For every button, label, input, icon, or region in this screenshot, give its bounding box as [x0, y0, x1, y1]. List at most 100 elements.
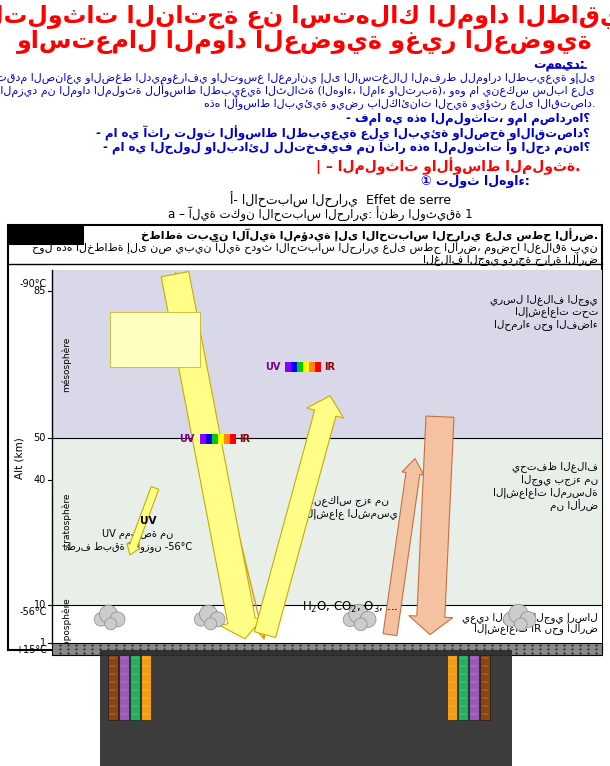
Text: +15°C: +15°C	[15, 645, 47, 655]
Text: خطاطة تبين الآلية المؤدية إلى الاحتباس الحراري على سطح الأرض.: خطاطة تبين الآلية المؤدية إلى الاحتباس ا…	[141, 228, 598, 242]
Text: من الأرض: من الأرض	[550, 499, 598, 511]
Circle shape	[520, 611, 536, 627]
Text: - ما هي الحلول والبدائل للتخفيف من آثار هذه الملوثات أو الحد منها؟: - ما هي الحلول والبدائل للتخفيف من آثار …	[102, 140, 590, 155]
Circle shape	[509, 604, 528, 624]
Text: UV: UV	[140, 516, 156, 526]
Text: Alt (km): Alt (km)	[15, 437, 25, 480]
Text: التلوثات الناتجة عن استهلاك المواد الطاقية: التلوثات الناتجة عن استهلاك المواد الطاق…	[0, 5, 610, 29]
Bar	[141, 655, 151, 720]
Text: -56°C: -56°C	[20, 607, 47, 617]
Text: هذه صورة توضيحية فقط: هذه صورة توضيحية فقط	[127, 658, 484, 682]
Bar	[212, 434, 218, 444]
Text: 85: 85	[34, 286, 46, 296]
Bar	[303, 362, 309, 372]
Bar	[8, 225, 602, 650]
Circle shape	[194, 613, 208, 626]
Bar	[100, 650, 512, 766]
Text: - فما هي هذه الملوثات، وما مصادرها؟: - فما هي هذه الملوثات، وما مصادرها؟	[346, 112, 590, 125]
Bar	[110, 312, 200, 367]
Bar	[315, 362, 321, 372]
Bar	[130, 655, 140, 720]
Circle shape	[210, 612, 225, 627]
FancyArrow shape	[409, 416, 454, 634]
Text: تمهيد:: تمهيد:	[533, 58, 585, 71]
Text: يحتفظ الغلاف: يحتفظ الغلاف	[512, 461, 598, 473]
Circle shape	[343, 612, 357, 627]
Circle shape	[354, 618, 367, 630]
Circle shape	[95, 613, 108, 626]
Text: 50: 50	[34, 433, 46, 443]
Circle shape	[199, 605, 218, 623]
Bar	[218, 434, 224, 444]
Bar	[108, 655, 118, 720]
Text: H$_2$O, CO$_2$, O$_3$, ...: H$_2$O, CO$_2$, O$_3$, ...	[302, 600, 398, 615]
Text: -90°C: -90°C	[20, 279, 47, 289]
Bar	[291, 362, 297, 372]
Bar	[458, 655, 468, 720]
Text: الغلاف الجوي ودرجة حرارة الأرض: الغلاف الجوي ودرجة حرارة الأرض	[423, 252, 598, 266]
Circle shape	[205, 618, 217, 630]
Text: أدى التقدم الصناعي والضغط الديموغرافي والتوسع العمراني إلى الاستغلال المفرط للمو: أدى التقدم الصناعي والضغط الديموغرافي وا…	[0, 70, 595, 84]
Text: الإشعاعات المرسلة: الإشعاعات المرسلة	[493, 486, 598, 498]
Circle shape	[110, 612, 125, 627]
Circle shape	[514, 618, 527, 630]
Circle shape	[349, 604, 368, 624]
Text: الجوي بجزء من: الجوي بجزء من	[521, 474, 598, 485]
Text: يرجى التحميل من الرابط أسفله: يرجى التحميل من الرابط أسفله	[110, 695, 501, 719]
Text: troposphère: troposphère	[62, 597, 71, 652]
Bar	[119, 655, 129, 720]
Bar	[200, 434, 206, 444]
Text: أ- الاحتباس الحراري  Effet de serre: أ- الاحتباس الحراري Effet de serre	[229, 192, 451, 208]
Text: UV: UV	[265, 362, 280, 372]
Text: stratosphère: stratosphère	[62, 493, 71, 550]
Text: 10: 10	[34, 601, 46, 611]
FancyArrow shape	[161, 272, 264, 639]
Text: IR: IR	[239, 434, 250, 444]
Text: إشعاعات: إشعاعات	[131, 316, 180, 326]
Text: 40: 40	[34, 475, 46, 485]
Bar	[447, 655, 457, 720]
Bar	[52, 437, 602, 605]
Circle shape	[99, 605, 118, 623]
Text: 1: 1	[40, 638, 46, 648]
Text: | – الملوثات والأوساط الملوثة.: | – الملوثات والأوساط الملوثة.	[315, 157, 580, 175]
Bar	[224, 434, 230, 444]
Bar	[52, 643, 602, 655]
Text: - ما هي آثار تلوث الأوساط الطبيعية على البيئة والصحة والاقتصاد؟: - ما هي آثار تلوث الأوساط الطبيعية على ا…	[96, 126, 590, 142]
Text: حول هذه الخطاطة إلى نص يبين آلية حدوث الاحتباس الحراري على سطح الأرض، موضحا العل: حول هذه الخطاطة إلى نص يبين آلية حدوث ال…	[32, 240, 598, 254]
Text: يرسل الغلاف الجوي: يرسل الغلاف الجوي	[490, 294, 598, 305]
FancyArrow shape	[254, 396, 343, 637]
Text: UV ممتصة من: UV ممتصة من	[102, 529, 174, 539]
Bar	[297, 362, 303, 372]
Text: الإشعاعات تحت: الإشعاعات تحت	[515, 306, 598, 317]
Text: يعيد الغلاف الجوي إرسال: يعيد الغلاف الجوي إرسال	[462, 612, 598, 624]
Bar	[52, 605, 602, 643]
Text: a – آلية تكون الاحتباس الحراري: أنظر الوثيقة 1: a – آلية تكون الاحتباس الحراري: أنظر الو…	[168, 207, 472, 222]
FancyArrow shape	[383, 459, 424, 636]
Text: IR: IR	[324, 362, 335, 372]
Circle shape	[503, 612, 518, 627]
Text: الإشعاع الشمسي: الإشعاع الشمسي	[303, 508, 397, 519]
Text: ① تلوث الهواء:: ① تلوث الهواء:	[422, 175, 530, 188]
Text: mésosphère: mésosphère	[62, 336, 71, 392]
Circle shape	[360, 611, 376, 627]
Bar	[309, 362, 315, 372]
Text: الحمراء نحو الفضاء: الحمراء نحو الفضاء	[494, 319, 598, 330]
Text: واستعمال المواد العضوية وغير العضوية: واستعمال المواد العضوية وغير العضوية	[17, 30, 593, 54]
Circle shape	[105, 618, 117, 630]
Text: طرف طبقة الأوزون -56°C: طرف طبقة الأوزون -56°C	[68, 540, 193, 553]
Text: :1 الوثيقة: :1 الوثيقة	[9, 228, 83, 239]
Text: UV: UV	[179, 434, 195, 444]
Bar	[230, 434, 236, 444]
Bar	[206, 434, 212, 444]
Bar	[285, 362, 291, 372]
Bar	[480, 655, 490, 720]
Bar	[52, 270, 602, 437]
Text: هذه الأوساط البيئية ويضر بالكائنات الحية ويؤثر على الاقتصاد.: هذه الأوساط البيئية ويضر بالكائنات الحية…	[204, 96, 595, 110]
Text: الشمس: الشمس	[131, 341, 179, 352]
Text: انعكاس جزء من: انعكاس جزء من	[311, 495, 389, 506]
Text: الإشعاعات IR نحو الأرض: الإشعاعات IR نحو الأرض	[474, 622, 598, 635]
Text: صادرة عن: صادرة عن	[127, 329, 182, 339]
Bar	[469, 655, 479, 720]
FancyBboxPatch shape	[9, 226, 83, 244]
